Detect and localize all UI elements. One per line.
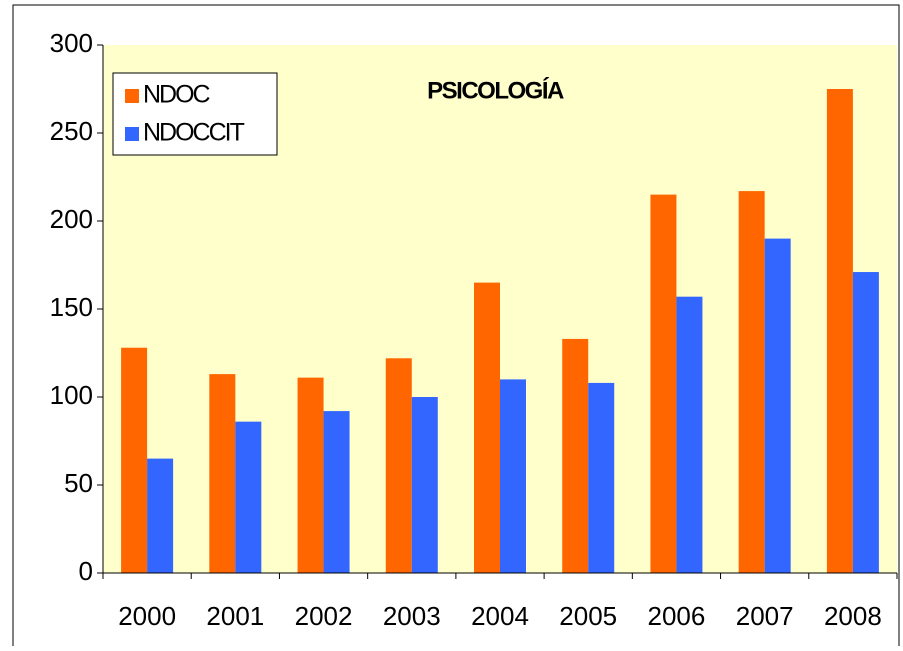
x-tick-label: 2005 <box>559 601 617 631</box>
x-tick-label: 2004 <box>471 601 529 631</box>
legend-box <box>112 72 278 156</box>
bar <box>852 272 879 573</box>
y-tick-label: 0 <box>79 556 93 586</box>
bar <box>588 382 615 573</box>
bar <box>562 338 589 573</box>
x-tick-label: 2007 <box>736 601 794 631</box>
bar <box>121 347 148 573</box>
bar <box>147 458 174 573</box>
x-tick-label: 2006 <box>648 601 706 631</box>
bar <box>650 194 677 573</box>
bar <box>385 358 412 573</box>
legend-swatch <box>125 89 139 103</box>
bar <box>411 397 438 573</box>
x-tick-label: 2000 <box>118 601 176 631</box>
bar <box>323 411 350 573</box>
bar <box>676 296 703 573</box>
bar <box>209 374 236 573</box>
y-tick-label: 150 <box>50 292 93 322</box>
y-tick-label: 200 <box>50 204 93 234</box>
bar <box>235 421 262 573</box>
x-tick-label: 2002 <box>295 601 353 631</box>
bar <box>738 191 765 573</box>
bar <box>474 282 500 573</box>
y-tick-label: 250 <box>50 116 93 146</box>
legend-label: NDOCCIT <box>143 119 245 147</box>
bar <box>297 377 324 573</box>
chart-title: PSICOLOGÍA <box>427 76 564 104</box>
bar <box>500 379 526 573</box>
bar <box>764 238 791 573</box>
y-tick-label: 50 <box>64 468 93 498</box>
bar <box>826 89 853 573</box>
legend-label: NDOC <box>143 81 211 109</box>
y-tick-label: 100 <box>50 380 93 410</box>
y-tick-label: 300 <box>50 28 93 58</box>
x-tick-label: 2001 <box>206 601 264 631</box>
x-tick-label: 2008 <box>824 601 882 631</box>
legend: NDOC NDOCCIT <box>112 72 278 156</box>
x-tick-label: 2003 <box>383 601 441 631</box>
legend-swatch <box>125 127 139 141</box>
